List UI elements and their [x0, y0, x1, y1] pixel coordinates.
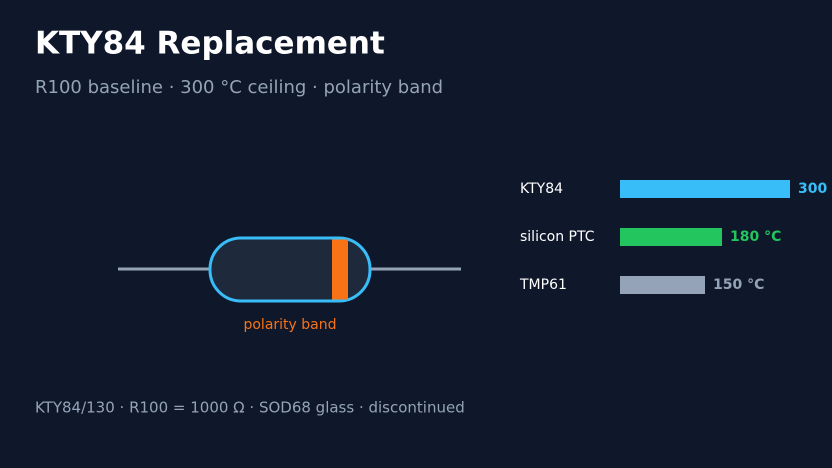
band-label: polarity band: [243, 317, 336, 333]
comparison: KTY84 300 °C silicon PTC 180 °C TMP61 150 °C: [519, 180, 832, 294]
title: KTY84 Replacement: [35, 26, 385, 62]
resistor-body: [208, 236, 372, 303]
bar-label: TMP61: [519, 277, 567, 293]
footer: KTY84/130 · R100 = 1000 Ω · SOD68 glass …: [35, 399, 465, 417]
bar-label: KTY84: [520, 181, 563, 197]
polarity-band: [332, 239, 348, 300]
bar-label: silicon PTC: [520, 229, 595, 245]
value-label: 180 °C: [730, 229, 781, 245]
bar: [620, 228, 722, 246]
bar: [620, 180, 790, 198]
value-label: 150 °C: [713, 277, 764, 293]
subtitle: R100 baseline · 300 °C ceiling · polarit…: [35, 77, 443, 98]
value-label: 300 °C: [798, 181, 832, 197]
bar: [620, 276, 705, 294]
